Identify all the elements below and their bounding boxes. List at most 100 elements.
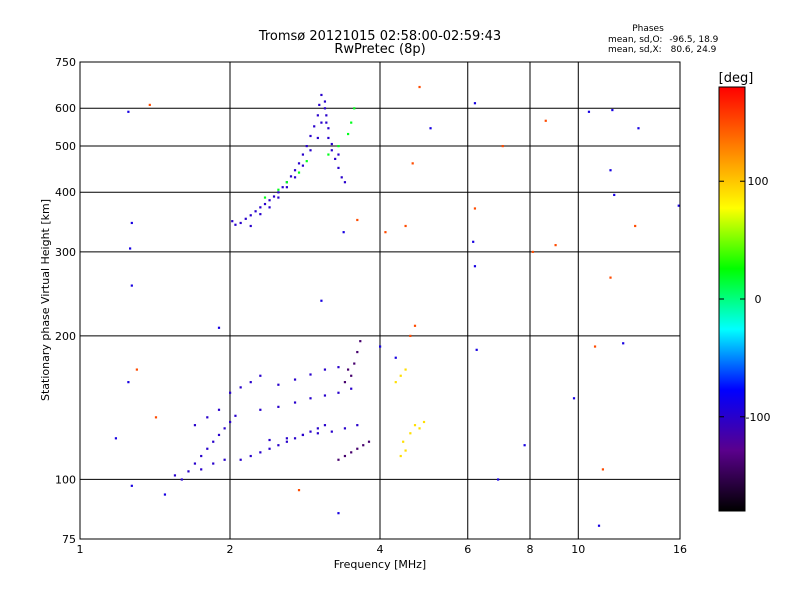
data-point [259,451,262,454]
y-tick-label: 100 [55,473,76,486]
data-point [318,103,321,107]
data-point [212,462,215,465]
data-point [259,374,262,377]
data-point [496,478,500,481]
data-point [259,408,262,411]
data-point [337,144,340,148]
data-point [259,206,262,209]
data-point [320,121,323,124]
data-point [229,391,232,394]
x-tick-label: 2 [227,543,234,556]
data-point [554,244,557,247]
data-point [231,220,234,223]
data-point [297,171,301,174]
data-point [309,149,312,152]
data-point [272,195,276,198]
data-point [572,397,576,400]
data-point [418,427,421,430]
data-point [323,368,327,371]
data-point [350,121,353,124]
stats-line-o-label: mean, sd,O: [608,35,662,45]
y-tick-label: 200 [55,330,76,343]
data-point [422,420,426,424]
data-point [301,153,305,156]
data-point [206,416,209,419]
data-point [244,217,247,220]
data-point [193,462,197,465]
data-point [350,387,353,390]
stats-title: Phases [632,24,664,34]
data-point [379,345,382,348]
data-point [277,196,280,199]
data-point [473,265,477,268]
y-tick-label: 500 [55,140,76,153]
x-tick-label: 1 [77,543,84,556]
data-point [394,381,397,384]
data-point [323,107,327,110]
data-point [277,383,280,386]
data-point [148,103,151,107]
colorbar-tick-label: 0 [755,293,762,306]
data-point [325,114,328,117]
data-point [334,157,337,161]
data-point [305,144,308,148]
data-point [301,433,305,437]
y-tick-label: 750 [55,56,76,69]
data-point [293,378,297,381]
data-point [340,176,343,179]
data-point [200,468,203,471]
data-point [316,432,319,435]
data-point [323,100,327,103]
x-axis-label: Frequency [MHz] [334,558,426,571]
data-point [356,447,359,450]
colorbar-ticks: 100 0 -100 [719,175,770,424]
data-point [609,276,612,279]
colorbar-tick-label: -100 [746,411,771,424]
data-point [337,512,340,515]
data-point [301,164,305,167]
data-point [127,381,130,384]
data-point [193,424,197,427]
stats-line-o: mean, sd,O: -96.5, 18.9 [608,35,719,45]
data-point [234,414,237,417]
chart-title: Tromsø 20121015 02:58:00-02:59:43 [258,29,501,44]
stats-line-x-label: mean, sd,X: [608,45,662,55]
stats-line-x-values: 80.6, 24.9 [671,45,717,55]
data-point [305,160,308,163]
data-point [409,432,412,435]
data-point [277,444,280,447]
data-point [316,136,319,140]
data-point [343,427,347,430]
data-point [316,114,319,117]
data-point [323,424,327,427]
data-point [309,373,312,376]
data-point [127,110,130,113]
data-point [356,424,359,427]
data-point [429,127,432,130]
data-point [587,110,591,113]
data-point [268,199,271,202]
data-point [263,202,267,206]
data-point [343,381,347,384]
x-tick-label: 10 [571,543,585,556]
y-tick-label: 600 [55,102,76,115]
data-point [320,299,323,302]
grid-lines [80,62,680,539]
data-point [249,214,252,217]
data-point [325,121,328,124]
data-point [239,458,242,461]
y-tick-label: 300 [55,246,76,259]
data-points [114,85,680,527]
data-point [249,381,252,384]
data-point [309,134,312,138]
data-point [404,368,407,371]
data-point [399,374,402,377]
data-point [277,191,280,194]
data-point [268,206,271,209]
data-point [293,401,297,404]
data-point [367,440,371,443]
data-point [413,424,417,427]
data-point [268,447,271,450]
data-point [293,176,297,179]
